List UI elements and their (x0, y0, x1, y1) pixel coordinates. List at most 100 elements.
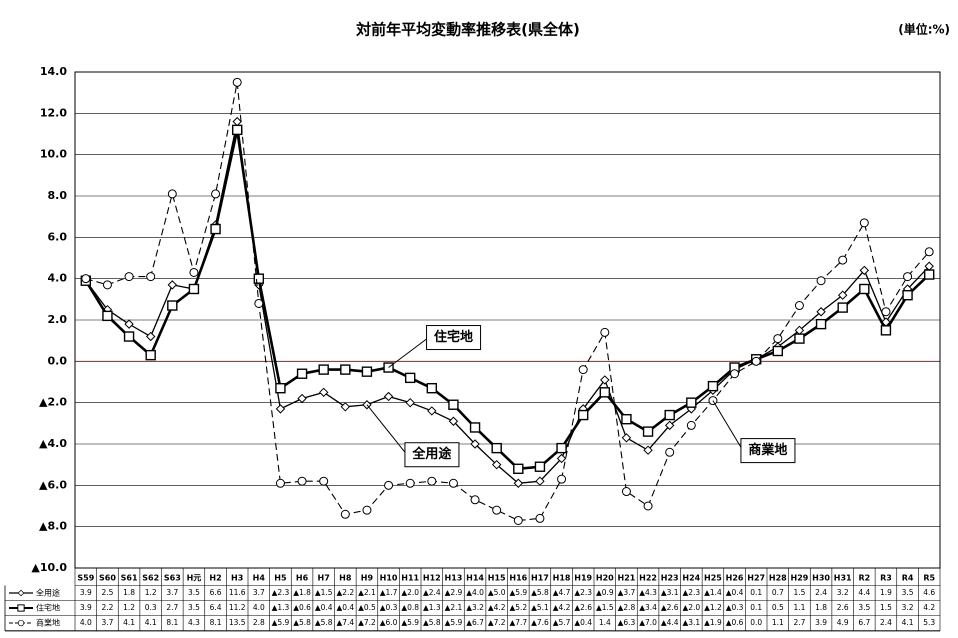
table-cell: ▲2.3 (682, 588, 700, 597)
marker (297, 393, 307, 404)
marker (210, 223, 221, 235)
marker (535, 513, 545, 523)
table-cell: ▲0.3 (380, 603, 398, 612)
table-cell: 3.5 (188, 588, 200, 597)
marker (469, 422, 481, 433)
legend-label: 全用途 (36, 588, 60, 598)
marker (621, 433, 632, 443)
y-tick-label: ▲2.0 (39, 396, 67, 409)
marker (427, 476, 437, 486)
table-cell: 1.2 (145, 588, 157, 597)
table-cell: ▲2.1 (358, 588, 376, 597)
x-tick-label: H8 (339, 574, 352, 583)
marker (859, 265, 870, 276)
table-cell: ▲5.9 (272, 618, 290, 627)
table-cell: 4.1 (902, 618, 914, 627)
marker (188, 283, 200, 295)
y-tick-label: ▲6.0 (39, 478, 67, 491)
marker (686, 397, 697, 408)
marker (556, 442, 567, 454)
table-cell: 8.1 (166, 618, 178, 627)
x-tick-label: R5 (923, 574, 935, 583)
table-cell: ▲0.4 (574, 618, 592, 627)
x-tick-label: S62 (142, 574, 159, 583)
marker (794, 333, 805, 344)
x-tick-label: H18 (553, 574, 571, 583)
x-tick-label: H17 (531, 574, 549, 583)
annotation-leader (712, 400, 744, 451)
table-cell: 2.4 (880, 618, 892, 627)
table-cell: 0.1 (750, 603, 762, 612)
table-cell: ▲7.0 (639, 618, 657, 627)
table-cell: ▲2.6 (661, 603, 679, 612)
marker (837, 290, 848, 300)
table-cell: 1.5 (880, 603, 892, 612)
table-cell: ▲7.4 (336, 618, 354, 627)
table-cell: ▲7.6 (531, 618, 549, 627)
x-tick-label: H13 (445, 574, 463, 583)
marker (924, 247, 934, 257)
marker (859, 283, 870, 295)
annotation-leader (366, 404, 408, 456)
table-cell: ▲3.1 (661, 588, 679, 597)
table-cell: 6.4 (210, 603, 222, 612)
marker (816, 276, 826, 286)
x-tick-label: H11 (401, 574, 419, 583)
table-cell: 3.2 (837, 588, 849, 597)
marker (470, 495, 480, 505)
table-cell: 4.0 (253, 603, 265, 612)
table-cell: 2.6 (837, 603, 849, 612)
legend-marker (17, 619, 25, 627)
table-cell: 3.7 (253, 588, 265, 597)
table-cell: 4.1 (123, 618, 135, 627)
marker (773, 334, 783, 344)
marker (815, 318, 827, 330)
marker (426, 383, 438, 394)
x-tick-label: H4 (253, 574, 266, 583)
table-cell: 4.0 (80, 618, 92, 627)
x-tick-label: H20 (596, 574, 614, 583)
marker (881, 307, 891, 317)
y-tick-label: 10.0 (40, 148, 67, 161)
table-cell: 3.2 (902, 603, 914, 612)
marker (383, 391, 394, 402)
table-cell: 6.6 (210, 588, 222, 597)
x-tick-label: H15 (488, 574, 506, 583)
marker (535, 476, 545, 486)
table-cell: ▲0.4 (336, 603, 354, 612)
marker (556, 453, 567, 464)
legend-label: 住宅地 (36, 603, 60, 613)
table-cell: ▲4.7 (553, 588, 571, 597)
marker (491, 442, 502, 454)
x-tick-label: H12 (423, 574, 441, 583)
y-tick-label: ▲8.0 (39, 520, 67, 533)
table-cell: ▲0.5 (358, 603, 376, 612)
marker (232, 77, 242, 87)
table-cell: 0.7 (772, 588, 784, 597)
annotation-text: 全用途 (411, 446, 452, 462)
table-cell: 3.5 (858, 603, 870, 612)
series-line (84, 129, 931, 471)
table-cell: ▲2.4 (423, 588, 441, 597)
table-cell: 4.2 (923, 603, 935, 612)
marker (102, 310, 113, 322)
marker (146, 272, 156, 282)
marker (275, 383, 286, 394)
x-tick-label: H22 (639, 574, 657, 583)
x-tick-label: H26 (726, 574, 744, 583)
table-cell: ▲5.1 (531, 603, 549, 612)
x-tick-label: R4 (902, 574, 914, 583)
table-cell: 1.1 (793, 603, 805, 612)
table-cell: 3.9 (815, 618, 827, 627)
table-cell: 4.1 (145, 618, 157, 627)
x-tick-label: H2 (209, 574, 221, 583)
marker (600, 375, 610, 385)
table-cell: 3.7 (166, 588, 178, 597)
marker (232, 116, 242, 127)
y-tick-label: 8.0 (48, 189, 68, 202)
table-cell: 2.8 (253, 618, 265, 627)
marker (923, 269, 935, 280)
marker (707, 380, 719, 392)
table-cell: ▲5.8 (293, 618, 311, 627)
